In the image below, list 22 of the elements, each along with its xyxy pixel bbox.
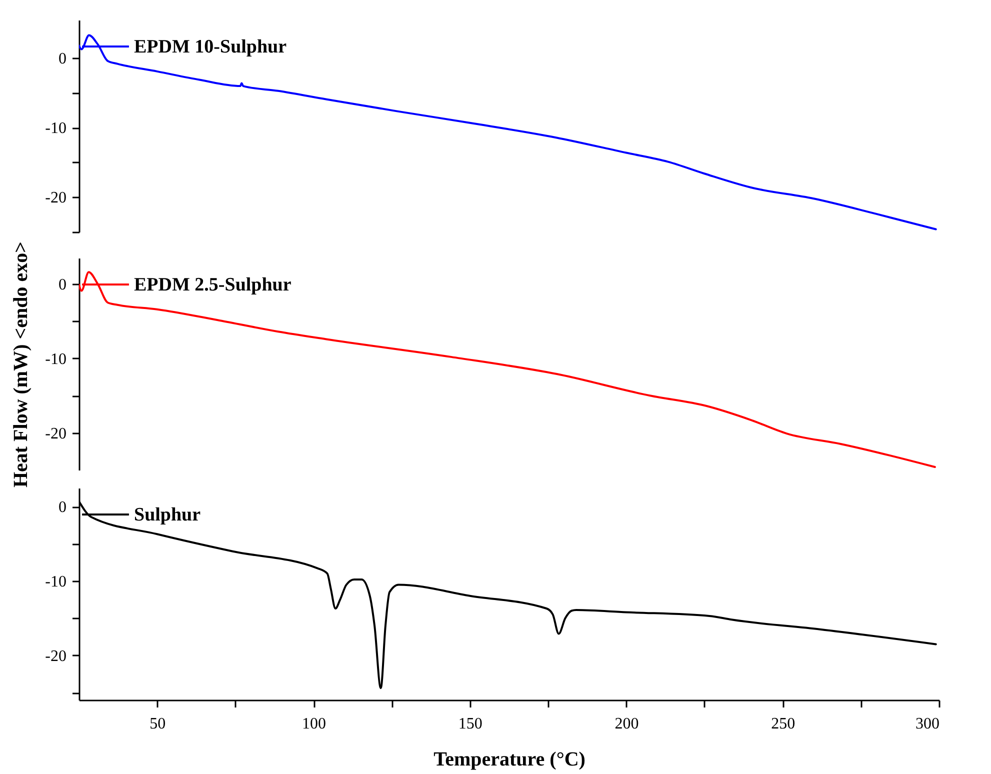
x-tick-label: 100	[302, 716, 326, 732]
y-axis-title: Heat Flow (mW) <endo exo>	[10, 241, 32, 488]
x-tick-label: 300	[916, 716, 940, 732]
y-tick-label: -10	[45, 573, 66, 590]
x-tick-label: 150	[458, 716, 482, 732]
x-tick-label: 200	[614, 716, 639, 732]
y-tick-label: -20	[45, 190, 66, 207]
legend-label: EPDM 2.5-Sulphur	[134, 274, 292, 296]
x-tick-label: 250	[771, 716, 796, 732]
y-tick-label: -20	[45, 425, 66, 442]
legend-label: EPDM 10-Sulphur	[134, 36, 288, 58]
y-tick-label: 0	[58, 499, 66, 516]
legend-label: Sulphur	[134, 504, 202, 526]
y-tick-label: -10	[45, 120, 66, 138]
y-tick-label: 0	[58, 50, 66, 68]
x-tick-label: 50	[150, 716, 166, 732]
y-tick-label: -10	[45, 350, 66, 368]
y-tick-label: -20	[45, 648, 66, 665]
line-series	[79, 271, 936, 468]
x-axis-title: Temperature (°C)	[434, 748, 586, 770]
line-series	[79, 34, 937, 230]
y-tick-label: 0	[58, 276, 66, 294]
